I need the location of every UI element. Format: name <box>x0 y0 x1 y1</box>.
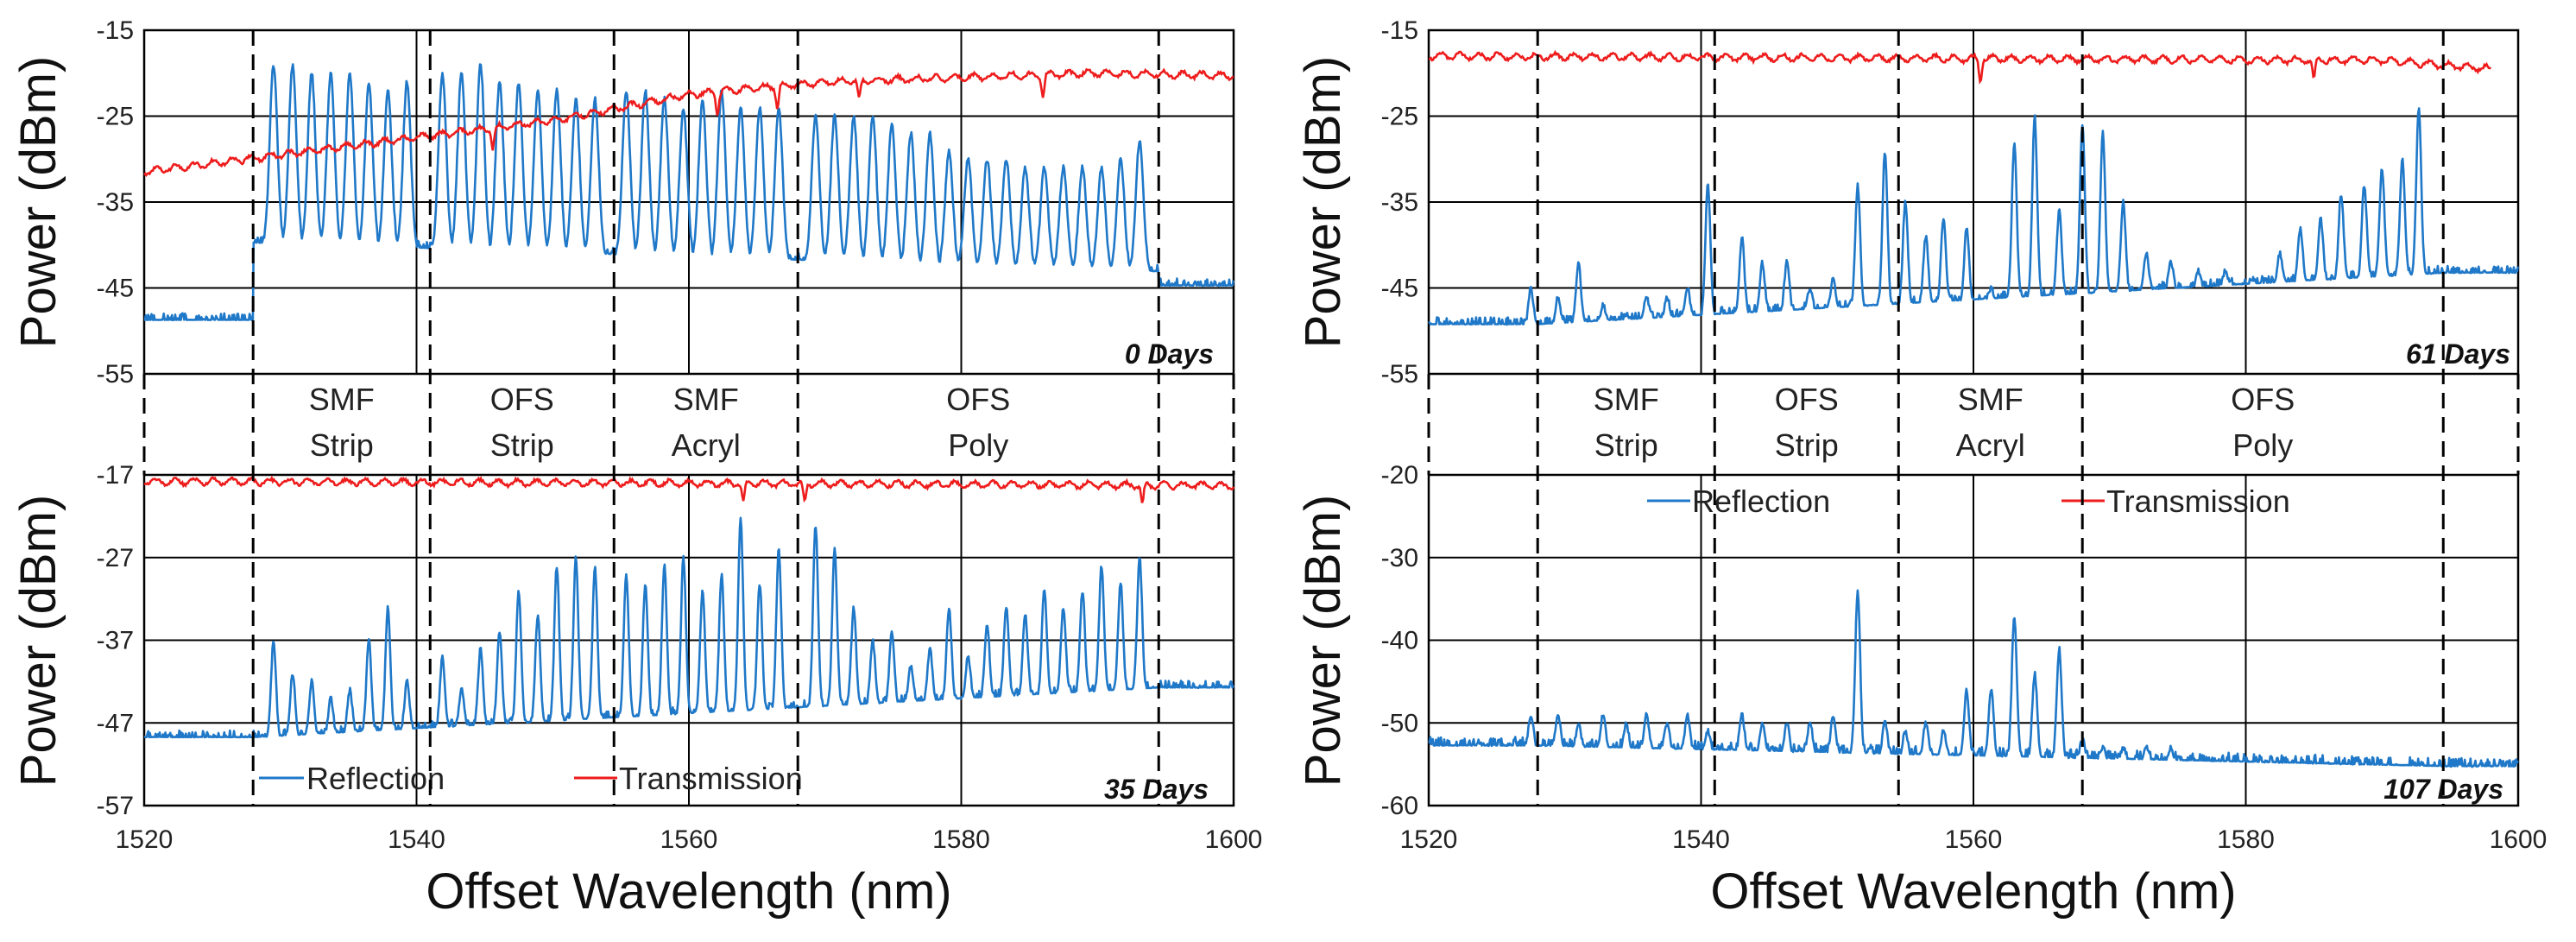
section-label-line1: OFS <box>1775 382 1839 417</box>
y-axis-label-top-left: Power (dBm) <box>10 56 66 348</box>
section-label-line2: Acryl <box>672 427 741 463</box>
section-label-line2: Acryl <box>1956 427 2025 463</box>
y-tick-label: -50 <box>1381 709 1418 737</box>
x-tick-label: 1520 <box>1400 825 1458 854</box>
section-label-line1: SMF <box>1594 382 1659 417</box>
x-tick-label: 1540 <box>1672 825 1730 854</box>
legend-left-transmission: Transmission <box>619 761 803 796</box>
x-tick-label: 1580 <box>932 825 990 854</box>
section-label-line1: OFS <box>2231 382 2295 417</box>
section-label-line1: SMF <box>1958 382 2024 417</box>
section-label-line1: OFS <box>490 382 554 417</box>
reflection-series <box>143 516 1234 739</box>
legend-right-reflection: Reflection <box>1692 484 1830 519</box>
y-tick-label: -57 <box>97 792 134 820</box>
section-label-line2: Strip <box>1775 427 1839 463</box>
y-tick-label: -27 <box>97 544 134 572</box>
y-tick-label: -15 <box>97 16 134 45</box>
x-tick-label: 1520 <box>116 825 174 854</box>
x-tick-label: 1580 <box>2217 825 2275 854</box>
section-label-line2: Poly <box>948 427 1008 463</box>
panel-61-days: -15 -25 -35 -45 -55 61 Days <box>1381 16 2520 389</box>
y-tick-label: -17 <box>97 461 134 490</box>
panel-0-days: -15 -25 -35 -45 -55 0 Days <box>97 16 1235 389</box>
legend-left-reflection: Reflection <box>306 761 445 796</box>
y-axis-label-bottom-right: Power (dBm) <box>1295 495 1351 787</box>
y-tick-label: -35 <box>1381 188 1418 217</box>
day-label-61: 61 Days <box>2406 338 2510 370</box>
y-axis-label-top-right: Power (dBm) <box>1295 56 1351 348</box>
y-tick-label: -60 <box>1381 792 1418 820</box>
y-tick-label: -35 <box>97 188 134 217</box>
x-tick-label: 1540 <box>388 825 445 854</box>
reflection-series <box>1428 107 2519 326</box>
x-ticks: 1520 1540 1560 1580 1600 1520 1540 1560 1580 1600 <box>116 825 2548 854</box>
reflection-series <box>143 63 1234 322</box>
section-label-line2: Strip <box>1594 427 1658 463</box>
y-tick-label: -30 <box>1381 544 1418 572</box>
y-tick-label: -25 <box>97 103 134 131</box>
transmission-series <box>142 67 1234 177</box>
day-label-0: 0 Days <box>1125 338 1214 370</box>
y-tick-label: -55 <box>1381 360 1418 389</box>
section-label-line2: Poly <box>2232 427 2293 463</box>
y-tick-label: -45 <box>97 275 134 303</box>
x-tick-label: 1600 <box>2490 825 2548 854</box>
transmission-series <box>1429 49 2491 85</box>
legend-right: Reflection Transmission <box>1647 484 2290 519</box>
y-tick-label: -45 <box>1381 275 1418 303</box>
section-label-line2: Strip <box>490 427 554 463</box>
section-label-line1: SMF <box>309 382 375 417</box>
section-dividers-right <box>1427 30 2520 806</box>
day-label-35: 35 Days <box>1104 774 1209 805</box>
panel-35-days: -17 -27 -37 -47 -57 35 Days Reflection Trans… <box>97 461 1235 820</box>
x-axis-label-left: Offset Wavelength (nm) <box>426 863 951 920</box>
section-label-line2: Strip <box>310 427 374 463</box>
reflection-series <box>1427 589 2519 768</box>
x-tick-label: 1560 <box>1945 825 2003 854</box>
y-tick-label: -37 <box>97 627 134 655</box>
section-labels: SMF Strip OFS Strip SMF Acryl OFS Poly SMF Strip O… <box>309 382 2295 463</box>
y-tick-label: -20 <box>1381 461 1418 490</box>
y-axis-label-bottom-left: Power (dBm) <box>10 495 66 787</box>
y-tick-label: -47 <box>97 709 134 737</box>
legend-left: Reflection Transmission <box>259 761 803 796</box>
x-tick-label: 1600 <box>1205 825 1263 854</box>
legend-right-transmission: Transmission <box>2106 484 2290 519</box>
y-tick-label: -40 <box>1381 627 1418 655</box>
panel-107-days: -20-30-40-50-60 107 Days Reflection Tran… <box>1381 461 2520 820</box>
x-axis-label-right: Offset Wavelength (nm) <box>1710 863 2236 920</box>
y-tick-label: -55 <box>97 360 134 389</box>
section-dividers-left <box>142 30 1235 806</box>
y-tick-label: -15 <box>1381 16 1418 45</box>
section-label-line1: OFS <box>946 382 1010 417</box>
x-tick-label: 1560 <box>660 825 718 854</box>
y-tick-label: -25 <box>1381 103 1418 131</box>
section-label-line1: SMF <box>673 382 739 417</box>
transmission-series <box>143 475 1235 503</box>
